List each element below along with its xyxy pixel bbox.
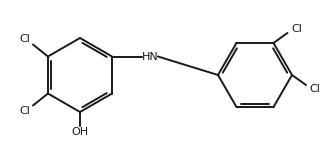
Text: Cl: Cl [19, 106, 30, 117]
Text: OH: OH [71, 127, 88, 137]
Text: Cl: Cl [309, 84, 320, 94]
Text: HN: HN [142, 51, 158, 62]
Text: Cl: Cl [19, 33, 30, 44]
Text: Cl: Cl [291, 24, 302, 34]
